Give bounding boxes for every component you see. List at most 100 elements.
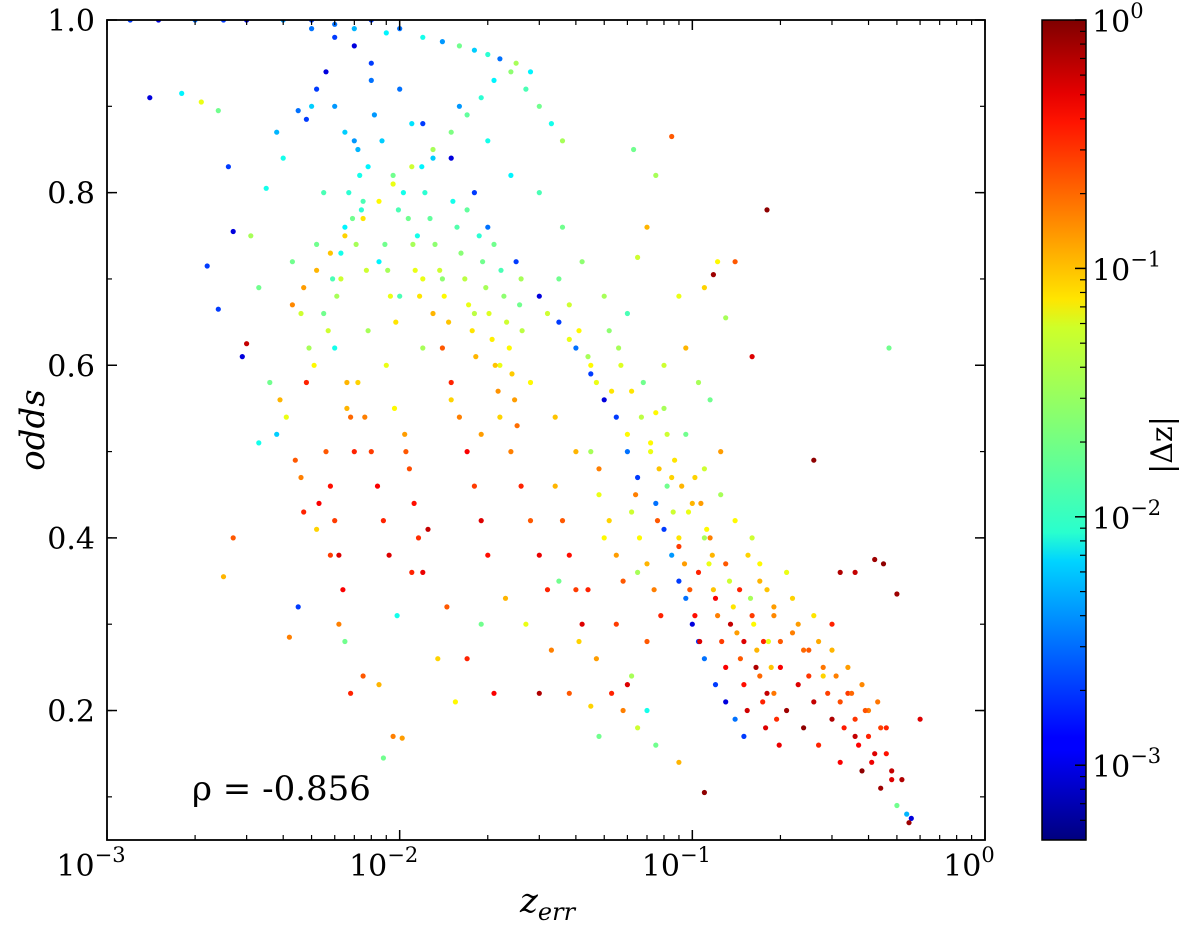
scatter-point xyxy=(845,664,851,671)
scatter-point xyxy=(613,621,619,627)
scatter-point xyxy=(230,228,236,235)
scatter-point xyxy=(601,293,607,299)
scatter-point xyxy=(710,587,717,593)
scatter-point xyxy=(875,699,881,705)
scatter-point xyxy=(314,267,320,273)
scatter-point xyxy=(409,164,415,170)
scatter-point xyxy=(585,587,591,593)
scatter-point xyxy=(872,556,878,563)
scatter-point xyxy=(495,388,501,394)
scatter-point xyxy=(476,233,482,239)
colorbar xyxy=(1041,19,1087,841)
scatter-point xyxy=(811,699,817,705)
scatter-point xyxy=(723,699,729,705)
scatter-point xyxy=(899,777,905,783)
y-tick-label: 0.6 xyxy=(47,349,95,384)
scatter-point xyxy=(414,233,420,239)
scatter-point xyxy=(559,518,566,524)
scatter-point xyxy=(606,328,612,334)
x-axis-label-main: z xyxy=(519,881,539,921)
scatter-point xyxy=(609,690,615,696)
scatter-point xyxy=(629,673,635,679)
scatter-point xyxy=(536,552,542,558)
scatter-point xyxy=(295,108,301,114)
scatter-point xyxy=(629,509,635,515)
scatter-point xyxy=(478,621,484,627)
scatter-point xyxy=(596,733,602,740)
scatter-point xyxy=(548,647,555,653)
scatter-point xyxy=(289,302,295,308)
scatter-point xyxy=(536,190,542,196)
scatter-point xyxy=(825,690,831,696)
scatter-point xyxy=(309,103,315,109)
scatter-point xyxy=(452,699,458,705)
scatter-point xyxy=(757,578,763,584)
scatter-point xyxy=(757,673,763,679)
scatter-point xyxy=(707,397,713,403)
scatter-point xyxy=(471,483,477,489)
scatter-point xyxy=(676,578,682,584)
scatter-point xyxy=(504,319,510,325)
scatter-point xyxy=(883,751,889,757)
scatter-point xyxy=(658,613,664,619)
scatter-point xyxy=(878,725,884,731)
scatter-point xyxy=(420,121,426,127)
scatter-point xyxy=(362,414,368,420)
scatter-point xyxy=(869,759,875,765)
scatter-point xyxy=(492,362,498,368)
scatter-point xyxy=(349,215,356,222)
scatter-point xyxy=(593,656,600,662)
scatter-point xyxy=(518,483,524,489)
scatter-point xyxy=(342,129,348,135)
scatter-point xyxy=(306,345,312,351)
scatter-point xyxy=(420,276,426,282)
scatter-point xyxy=(552,483,558,489)
scatter-point xyxy=(506,345,512,351)
scatter-point xyxy=(439,39,445,45)
scatter-point xyxy=(718,449,724,455)
scatter-point xyxy=(601,535,607,541)
scatter-point xyxy=(744,707,750,714)
scatter-point xyxy=(469,328,475,334)
scatter-point xyxy=(683,431,689,437)
scatter-point xyxy=(357,172,363,178)
scatter-point xyxy=(458,250,464,256)
scatter-point xyxy=(351,449,357,455)
scatter-point xyxy=(732,259,738,265)
scatter-point xyxy=(444,604,450,610)
scatter-point xyxy=(644,638,650,645)
scatter-point xyxy=(820,664,826,671)
scatter-point xyxy=(880,561,887,567)
scatter-point xyxy=(327,250,333,256)
scatter-point xyxy=(274,431,280,437)
scatter-point xyxy=(760,699,766,705)
scatter-point xyxy=(380,518,386,524)
scatter-point xyxy=(685,509,692,515)
scatter-point xyxy=(368,77,374,83)
scatter-point xyxy=(672,457,678,463)
scatter-point xyxy=(478,431,484,437)
scatter-point xyxy=(749,613,755,619)
scatter-point xyxy=(323,69,329,75)
scatter-point xyxy=(852,716,858,722)
scatter-point xyxy=(635,725,641,731)
scatter-point xyxy=(777,664,784,671)
scatter-point xyxy=(771,690,777,696)
scatter-point xyxy=(801,725,807,731)
scatter-point xyxy=(816,742,822,748)
scatter-point xyxy=(771,604,777,610)
scatter-point xyxy=(588,449,594,455)
scatter-point xyxy=(811,613,817,619)
scatter-point xyxy=(454,224,460,230)
scatter-point xyxy=(751,621,757,627)
scatter-point xyxy=(342,233,348,239)
scatter-point xyxy=(692,613,698,619)
y-axis: 0.2 0.4 0.6 0.8 1.0 xyxy=(47,4,985,798)
scatter-point xyxy=(267,379,273,386)
scatter-point xyxy=(609,388,615,394)
scatter-point xyxy=(753,664,759,671)
scatter-point xyxy=(837,569,843,576)
scatter-point xyxy=(732,716,738,722)
scatter-point xyxy=(536,293,542,299)
scatter-point xyxy=(338,250,344,256)
